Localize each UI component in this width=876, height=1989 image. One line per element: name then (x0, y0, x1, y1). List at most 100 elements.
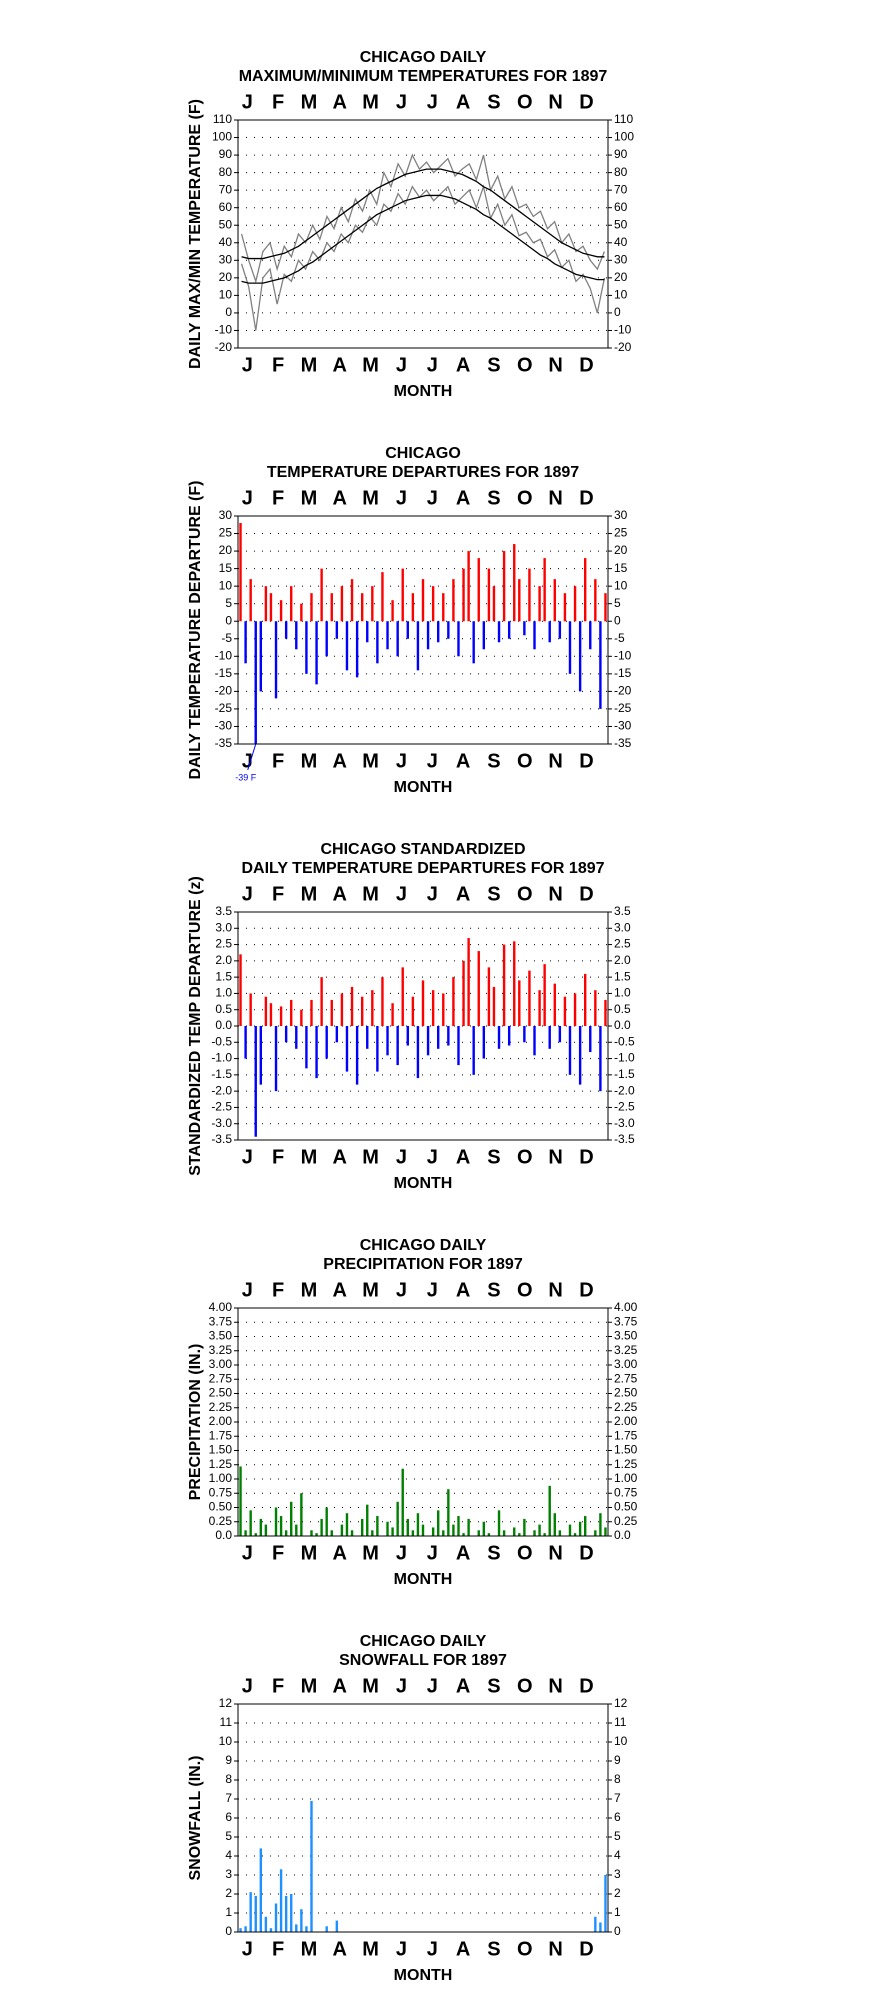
month-label-bottom: A (333, 750, 347, 772)
bar (239, 1466, 242, 1536)
y-tick-label: 3.00 (209, 1357, 233, 1371)
y-tick-label-right: -3.0 (614, 1116, 635, 1130)
bar (335, 621, 339, 639)
y-tick-label: 2.5 (215, 937, 232, 951)
y-tick-label-right: 20 (614, 543, 628, 557)
x-axis-label: MONTH (394, 383, 453, 400)
month-label-bottom: J (427, 1938, 438, 1960)
y-tick-label: 10 (219, 578, 233, 592)
y-tick-label-right: -1.0 (614, 1051, 635, 1065)
month-label-top: D (579, 1675, 593, 1697)
bar (594, 1530, 597, 1536)
month-label-top: O (517, 883, 533, 905)
bar (594, 579, 597, 622)
chart: CHICAGO DAILY PRECIPITATION FOR 1897 MONTH… (187, 1237, 637, 1588)
month-label-bottom: D (579, 1146, 593, 1168)
month-label-top: D (579, 883, 593, 905)
month-label-bottom: J (396, 1146, 407, 1168)
bar (457, 1516, 460, 1536)
month-label-top: J (242, 91, 253, 113)
bar (421, 579, 425, 622)
y-tick-label: 1.5 (215, 969, 232, 983)
month-label-top: A (456, 1279, 470, 1301)
bar (315, 1026, 318, 1079)
bar (305, 621, 308, 674)
bar (416, 621, 420, 671)
month-label-bottom: N (548, 750, 562, 772)
bar (244, 1926, 247, 1932)
bar (533, 621, 536, 650)
month-label-bottom: J (427, 354, 438, 376)
month-label-bottom: O (517, 354, 533, 376)
bar (401, 568, 404, 622)
chart-subtitle: DAILY TEMPERATURE DEPARTURES FOR 1897 (241, 860, 604, 877)
y-tick-label: 0.75 (209, 1485, 233, 1499)
month-label-bottom: J (242, 354, 253, 376)
chart-subtitle: TEMPERATURE DEPARTURES FOR 1897 (267, 464, 579, 481)
month-label-top: S (487, 883, 500, 905)
bar (381, 572, 384, 622)
y-tick-label-right: 3.5 (614, 904, 631, 918)
y-tick-label: 2.50 (209, 1386, 233, 1400)
y-tick-label: -20 (215, 684, 233, 698)
y-tick-label: 2.0 (215, 953, 232, 967)
y-tick-label-right: 5 (614, 596, 621, 610)
month-label-top: D (579, 487, 593, 509)
bar (355, 1026, 359, 1085)
bar (249, 579, 252, 622)
bar (513, 941, 516, 1026)
month-label-top: N (548, 1279, 562, 1301)
bar (482, 1521, 486, 1536)
x-axis-label: MONTH (394, 1571, 453, 1588)
month-label-bottom: D (579, 1938, 593, 1960)
bar (558, 1026, 562, 1043)
month-label-bottom: J (427, 750, 438, 772)
y-tick-label-right: 4 (614, 1848, 621, 1862)
month-label-top: A (456, 487, 470, 509)
bar (528, 568, 531, 622)
bar (320, 1518, 323, 1536)
month-label-bottom: J (396, 1542, 407, 1564)
y-tick-label: 15 (219, 561, 233, 575)
y-tick-label-right: 3.50 (614, 1329, 638, 1343)
bar (568, 621, 572, 674)
x-axis-label: MONTH (394, 1967, 453, 1984)
month-label-top: N (548, 91, 562, 113)
month-label-top: O (517, 1675, 533, 1697)
bar (538, 990, 541, 1026)
month-label-bottom: M (301, 1938, 318, 1960)
bar (406, 621, 409, 639)
month-label-bottom: S (487, 750, 500, 772)
y-tick-label: 30 (219, 252, 233, 266)
bar (325, 1926, 328, 1932)
y-tick-label: -30 (215, 719, 233, 733)
bar (426, 1026, 430, 1056)
bar (345, 1513, 349, 1536)
bar (396, 621, 399, 657)
y-tick-label-right: 2.0 (614, 953, 631, 967)
bar (452, 579, 455, 622)
y-tick-label: 0 (225, 305, 232, 319)
x-axis-label: MONTH (394, 779, 453, 796)
bar (437, 621, 440, 643)
bar (249, 993, 252, 1026)
data-line (240, 153, 606, 284)
month-label-bottom: M (301, 1146, 318, 1168)
bar (254, 1533, 257, 1536)
y-tick-label-right: 70 (614, 182, 628, 196)
y-tick-label: 25 (219, 526, 233, 540)
y-tick-label-right: 2.75 (614, 1371, 638, 1385)
month-label-top: J (242, 1675, 253, 1697)
chart-title: CHICAGO STANDARDIZED (320, 841, 525, 858)
y-tick-label-right: 7 (614, 1791, 621, 1805)
plot-frame (237, 119, 609, 349)
bar (279, 600, 283, 622)
bar (594, 1916, 597, 1932)
bar (487, 568, 491, 622)
bar (548, 1026, 551, 1049)
bar (553, 1513, 556, 1536)
month-label-top: A (333, 487, 347, 509)
bar (300, 1009, 303, 1026)
bar (305, 1026, 308, 1069)
y-axis-label: STANDARDIZED TEMP DEPARTURE (z) (187, 876, 204, 1176)
